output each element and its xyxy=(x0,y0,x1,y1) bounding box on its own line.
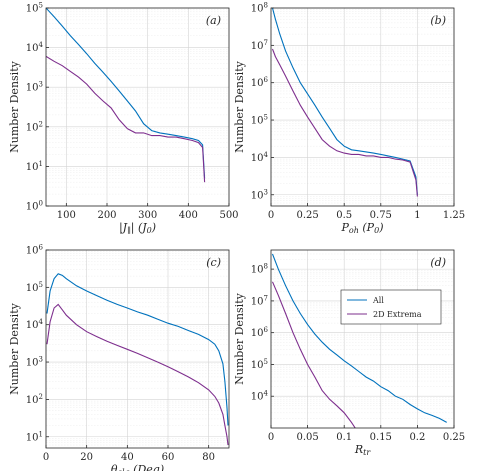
y-tick-label: 106 xyxy=(26,244,44,257)
panel-d: 104 105 106 107 108 0 0.05 0.1 0.15 0.2 0.25 (d) Num… xyxy=(233,249,465,457)
x-tick-label: 60 xyxy=(162,452,175,463)
x-axis-label: |J∥| (J0) xyxy=(119,221,156,235)
x-tick-label: 0.05 xyxy=(296,432,318,443)
y-tick-label: 103 xyxy=(26,81,43,94)
x-tick-label: 0.25 xyxy=(443,432,465,443)
plot-area xyxy=(46,250,229,448)
y-axis-label: Number Density xyxy=(233,292,246,384)
axes-frame xyxy=(45,7,230,207)
panel-c: 101 102 103 104 105 106 0 20 40 60 80 (c) Number Den… xyxy=(8,244,230,471)
axes-frame xyxy=(270,7,455,207)
y-tick-label: 108 xyxy=(251,263,268,276)
y-tick-label: 101 xyxy=(26,160,43,173)
x-tick-label: 200 xyxy=(97,210,116,221)
series-all-line xyxy=(46,273,229,426)
plot-area xyxy=(46,8,229,206)
y-tick-label: 108 xyxy=(251,2,268,15)
panel-label: (d) xyxy=(430,256,446,269)
series-extrema-line xyxy=(271,48,418,197)
x-tick-label: 400 xyxy=(179,210,198,221)
y-tick-label: 104 xyxy=(251,151,269,164)
y-tick-label: 107 xyxy=(251,294,268,307)
series-extrema-line xyxy=(46,55,206,183)
y-tick-label: 103 xyxy=(26,356,43,369)
y-tick-label: 105 xyxy=(251,114,268,127)
axes-frame xyxy=(270,249,455,429)
series-extrema-line xyxy=(46,303,229,446)
y-tick-label: 106 xyxy=(251,76,269,89)
panel-label: (c) xyxy=(206,256,221,269)
x-tick-label: 300 xyxy=(138,210,157,221)
series-all-line xyxy=(271,253,447,423)
y-axis-label: Number Density xyxy=(8,302,21,394)
x-tick-label: 0.1 xyxy=(336,432,352,443)
y-tick-label: 105 xyxy=(251,358,268,371)
x-tick-label: 1.25 xyxy=(443,210,465,221)
legend-label: All xyxy=(372,296,384,305)
legend-label: 2D Extrema xyxy=(373,310,422,319)
x-tick-label: 80 xyxy=(202,452,215,463)
x-tick-label: 0.25 xyxy=(296,210,318,221)
y-tick-label: 102 xyxy=(26,120,43,133)
y-tick-label: 106 xyxy=(251,326,269,339)
x-axis-label: Rtr xyxy=(354,443,372,457)
x-tick-label: 0.5 xyxy=(336,210,352,221)
y-tick-label: 100 xyxy=(26,200,43,213)
y-tick-label: 107 xyxy=(251,39,268,52)
x-tick-label: 0.75 xyxy=(370,210,392,221)
x-tick-label: 500 xyxy=(219,210,238,221)
panel-b: 103 104 105 106 107 108 0 0.25 0.5 0.75 1 1.25 (b) Nu… xyxy=(233,2,465,236)
x-tick-label: 0 xyxy=(268,210,274,221)
legend-box xyxy=(340,289,442,325)
y-tick-label: 101 xyxy=(26,430,43,443)
legend: All 2D Extrema xyxy=(340,289,442,325)
x-tick-label: 1 xyxy=(414,210,420,221)
panel-label: (a) xyxy=(206,14,221,27)
series-extrema-line xyxy=(271,281,357,428)
panel-a: 100 101 102 103 104 105 100 200 300 400 500 (a) Numb… xyxy=(8,2,239,236)
y-tick-label: 103 xyxy=(251,188,268,201)
y-tick-label: 105 xyxy=(26,281,43,294)
y-axis-label: Number Density xyxy=(8,60,21,152)
x-tick-label: 40 xyxy=(121,452,134,463)
series-all-line xyxy=(46,8,206,179)
x-tick-label: 100 xyxy=(57,210,76,221)
panel-label: (b) xyxy=(430,14,446,27)
y-axis-label: Number Density xyxy=(233,60,246,152)
y-tick-label: 104 xyxy=(251,390,269,403)
x-axis-label: Poh (P0) xyxy=(341,221,384,235)
x-tick-label: 0 xyxy=(268,432,274,443)
x-tick-label: 20 xyxy=(80,452,93,463)
x-tick-label: 0.15 xyxy=(370,432,392,443)
plot-area xyxy=(271,250,454,428)
y-tick-label: 104 xyxy=(26,41,44,54)
x-tick-label: 0 xyxy=(43,452,49,463)
plot-area xyxy=(271,8,454,206)
series-all-line xyxy=(271,8,418,195)
y-tick-label: 102 xyxy=(26,393,43,406)
axes-frame xyxy=(45,249,230,449)
y-tick-label: 104 xyxy=(26,318,44,331)
x-axis-label: θclg (Deg) xyxy=(111,463,164,471)
x-tick-label: 0.2 xyxy=(409,432,425,443)
y-tick-label: 105 xyxy=(26,2,43,15)
